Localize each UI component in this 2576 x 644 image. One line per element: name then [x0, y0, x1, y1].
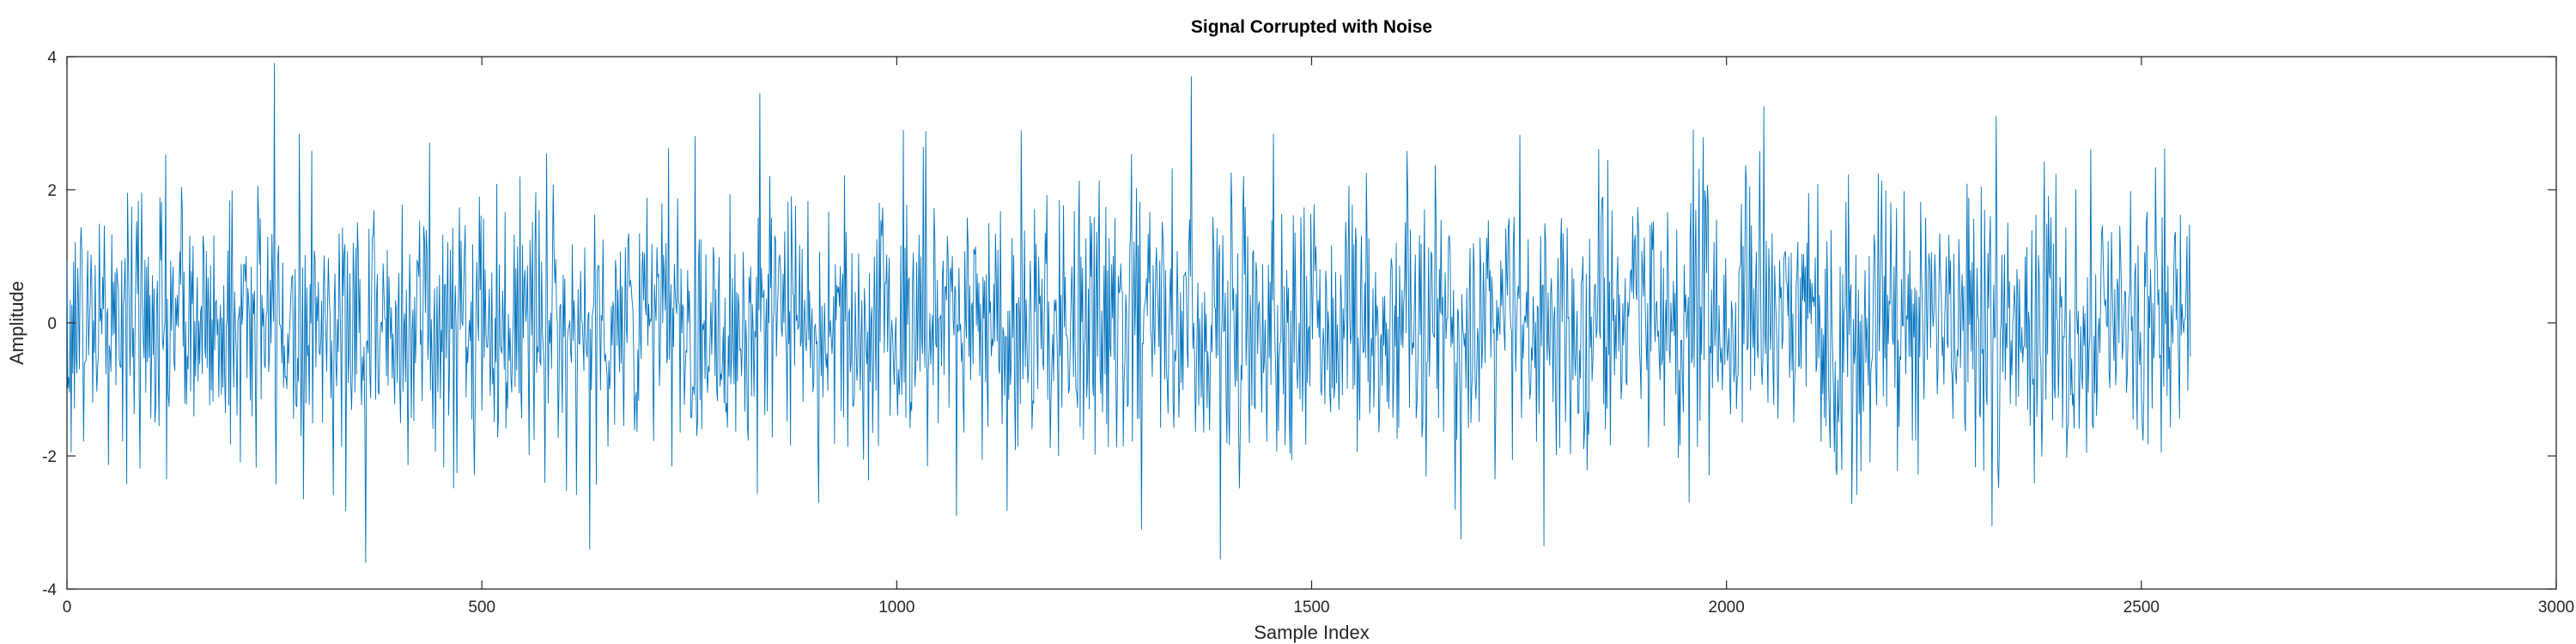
- y-axis-label: Amplitude: [6, 281, 27, 365]
- x-axis-label: Sample Index: [1254, 622, 1370, 643]
- y-tick-label: 2: [47, 182, 57, 200]
- y-tick-label: -2: [42, 448, 57, 466]
- y-tick-label: -4: [42, 581, 57, 599]
- chart-title: Signal Corrupted with Noise: [1191, 17, 1432, 37]
- x-tick-label: 0: [63, 598, 72, 617]
- y-tick-label: 4: [47, 49, 57, 67]
- x-tick-label: 1500: [1293, 598, 1329, 617]
- x-tick-label: 2500: [2123, 598, 2160, 617]
- signal-line: [66, 63, 2191, 563]
- y-tick-label: 0: [47, 315, 57, 333]
- x-axis-ticks: 0 500 1000 1500 2000 2500 3000: [63, 57, 2574, 617]
- x-tick-label: 3000: [2538, 598, 2574, 617]
- signal-series: [66, 63, 2191, 563]
- x-tick-label: 2000: [1709, 598, 1745, 617]
- x-tick-label: 1000: [878, 598, 914, 617]
- y-axis-ticks: -4 -2 0 2 4: [42, 49, 2556, 599]
- x-tick-label: 500: [468, 598, 495, 617]
